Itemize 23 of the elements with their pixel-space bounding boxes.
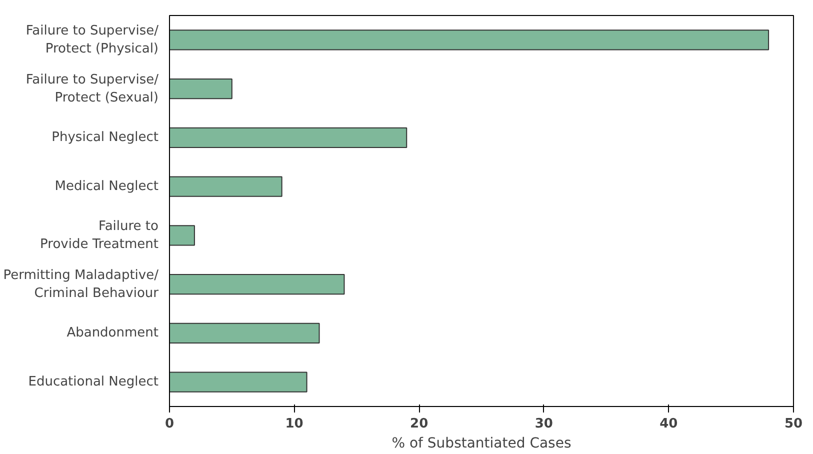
y-tick-label: Educational Neglect xyxy=(28,374,159,390)
y-tick-label: Physical Neglect xyxy=(52,130,158,146)
x-tick-label: 30 xyxy=(534,416,553,432)
y-tick-label: Permitting Maladaptive/ Criminal Behaviour xyxy=(3,268,160,301)
bar xyxy=(170,225,195,246)
x-tick-label: 50 xyxy=(784,416,803,432)
bar xyxy=(170,127,408,148)
bar xyxy=(170,274,345,295)
y-tick-label: Failure to Supervise/ Protect (Sexual) xyxy=(26,72,160,106)
x-tick-label: 40 xyxy=(660,416,678,432)
bar xyxy=(170,176,282,197)
bar xyxy=(170,78,232,100)
y-tick-label: Failure to Supervise/ Protect (Physical) xyxy=(26,23,160,56)
y-tick-label: Failure to Provide Treatment xyxy=(40,218,159,252)
y-tick-label: Medical Neglect xyxy=(54,179,158,194)
bar xyxy=(170,30,770,50)
x-axis-title: % of Substantiated Cases xyxy=(392,436,572,452)
x-tick-label: 10 xyxy=(285,416,304,432)
bar xyxy=(170,372,308,392)
x-tick-label: 20 xyxy=(410,416,428,432)
y-tick-label: Abandonment xyxy=(66,326,159,341)
x-tick-label: 0 xyxy=(164,416,174,432)
bar xyxy=(170,322,320,344)
